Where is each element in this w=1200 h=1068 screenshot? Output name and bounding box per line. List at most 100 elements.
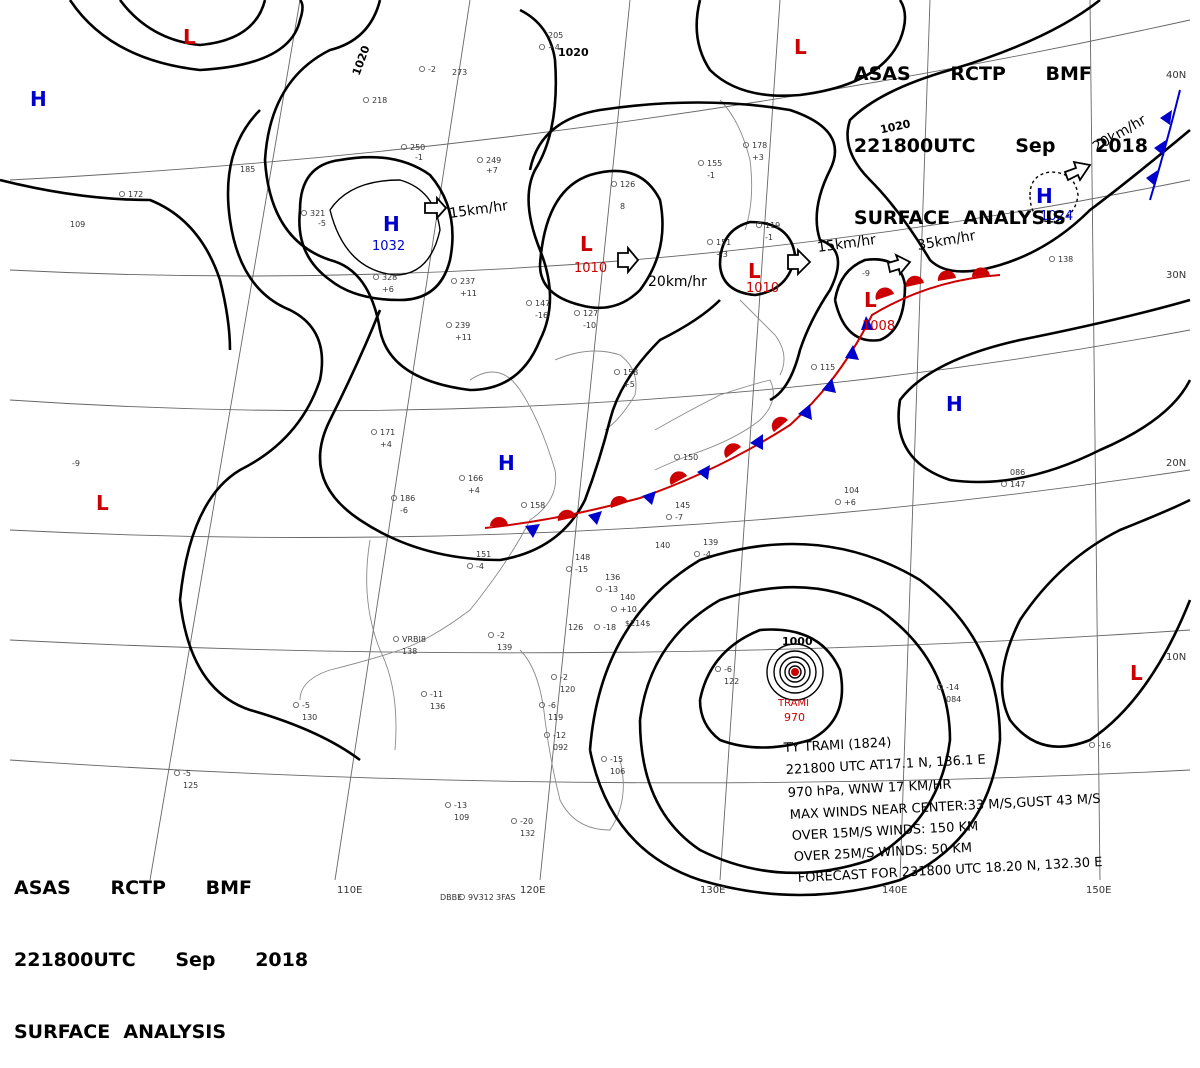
station-value: +7 — [486, 166, 498, 175]
station-circle-icon — [544, 732, 551, 739]
high-value: 1024 — [1040, 209, 1073, 224]
station-value: 239 — [455, 321, 470, 330]
station-value: -6 — [724, 665, 732, 674]
station-value: +6 — [382, 285, 394, 294]
chart-header-top: ASAS RCTP BMF 221800UTC Sep 2018 SURFACE… — [854, 14, 1148, 254]
station-value: -9 — [72, 459, 80, 468]
station-value: 145 — [675, 501, 690, 510]
motion-arrow-icon — [617, 245, 640, 275]
low-value: 1010 — [746, 281, 779, 296]
motion-arrows — [424, 160, 1092, 277]
station-circle-icon — [574, 309, 581, 316]
station-value: 147 — [535, 299, 550, 308]
bulletin-line: TY TRAMI (1824) — [782, 735, 891, 756]
station-value: DBBE — [440, 893, 462, 902]
station-value: 120 — [560, 685, 575, 694]
station-value: $214$ — [625, 619, 650, 628]
station-value: 115 — [820, 363, 835, 372]
station-circle-icon — [370, 428, 377, 435]
station-value: 136 — [430, 702, 445, 711]
cold-front-barb — [845, 345, 859, 360]
cold-front-barb — [1146, 170, 1158, 186]
station-circle-icon — [666, 514, 673, 521]
station-circle-icon — [937, 684, 944, 691]
station-value: 151 — [476, 550, 491, 559]
station-value: 138 — [402, 647, 417, 656]
motion-arrow-icon — [787, 247, 812, 277]
longitude-labels: 110E 120E 130E 140E 150E — [337, 885, 1111, 896]
lat-label: 30N — [1166, 270, 1186, 281]
low-symbol: L — [183, 25, 196, 49]
station-value: 171 — [380, 428, 395, 437]
cold-front-barb — [525, 524, 540, 538]
station-circle-icon — [466, 563, 473, 570]
station-value: 092 — [553, 743, 568, 752]
isobars — [0, 0, 1192, 897]
station-value: -12 — [553, 731, 566, 740]
cold-front-barb — [861, 316, 874, 330]
station-value: -18 — [603, 623, 616, 632]
station-circle-icon — [420, 691, 427, 698]
cold-front-barb — [642, 491, 656, 505]
low-symbol: L — [794, 35, 807, 59]
station-value: -9 — [862, 269, 870, 278]
isobar-label: 1020 — [558, 46, 589, 59]
station-value: +5 — [623, 380, 635, 389]
station-circle-icon — [698, 159, 705, 166]
low-symbol: L — [580, 232, 593, 256]
station-value: +4 — [548, 43, 560, 52]
weather-map: 1020 1020 1020 1000 — [0, 0, 1192, 902]
lon-label: 140E — [882, 885, 907, 896]
station-value: 178 — [752, 141, 767, 150]
station-value: 139 — [703, 538, 718, 547]
station-value: 109 — [454, 813, 469, 822]
station-circle-icon — [450, 277, 457, 284]
isobar-labels: 1020 1020 1020 1000 — [350, 44, 912, 648]
station-value: 106 — [610, 767, 625, 776]
high-symbol: H — [30, 87, 47, 111]
station-value: 130 — [302, 713, 317, 722]
station-circle-icon — [614, 368, 621, 375]
station-circle-icon — [392, 636, 399, 643]
header-line: 221800UTC Sep 2018 — [853, 135, 1148, 157]
warm-front-bulge — [905, 275, 924, 287]
station-value: +10 — [620, 605, 637, 614]
station-circle-icon — [601, 756, 608, 763]
typhoon-bulletin: TY TRAMI (1824) 221800 UTC AT17.1 N, 136… — [782, 735, 1102, 886]
station-circle-icon — [119, 190, 126, 197]
station-circle-icon — [594, 624, 601, 631]
station-value: -1 — [415, 153, 423, 162]
station-circle-icon — [476, 156, 483, 163]
station-circle-icon — [458, 474, 465, 481]
header-line: ASAS RCTP BMF — [853, 63, 1092, 85]
cold-front-barb — [588, 511, 602, 525]
station-circle-icon — [362, 97, 369, 104]
station-value: 109 — [70, 220, 85, 229]
station-value: 218 — [372, 96, 387, 105]
header-line: SURFACE ANALYSIS — [853, 207, 1066, 229]
station-circle-icon — [173, 770, 180, 777]
station-value: 185 — [240, 165, 255, 174]
station-value: -4 — [703, 550, 711, 559]
warm-front-bulge — [490, 517, 508, 526]
lat-label: 20N — [1166, 458, 1186, 469]
motion-arrow-icon — [1063, 160, 1092, 182]
station-circle-icon — [487, 632, 494, 639]
isobar-label: 1020 — [879, 117, 912, 136]
station-value: 132 — [520, 829, 535, 838]
station-value: +4 — [468, 486, 480, 495]
station-circle-icon — [674, 453, 681, 460]
station-value: -6 — [548, 701, 556, 710]
station-value: 125 — [183, 781, 198, 790]
station-value: 158 — [530, 501, 545, 510]
station-value: -4 — [476, 562, 484, 571]
lon-label: 120E — [520, 885, 545, 896]
station-value: +3 — [752, 153, 764, 162]
high-symbol: H — [1036, 184, 1053, 208]
lat-label: 40N — [1166, 70, 1186, 81]
station-value: VRBI8 — [402, 635, 426, 644]
header-line: 221800UTC Sep 2018 — [14, 949, 309, 971]
station-value: 086 — [1010, 468, 1025, 477]
station-value: -20 — [520, 817, 533, 826]
station-value: 138 — [1058, 255, 1073, 264]
